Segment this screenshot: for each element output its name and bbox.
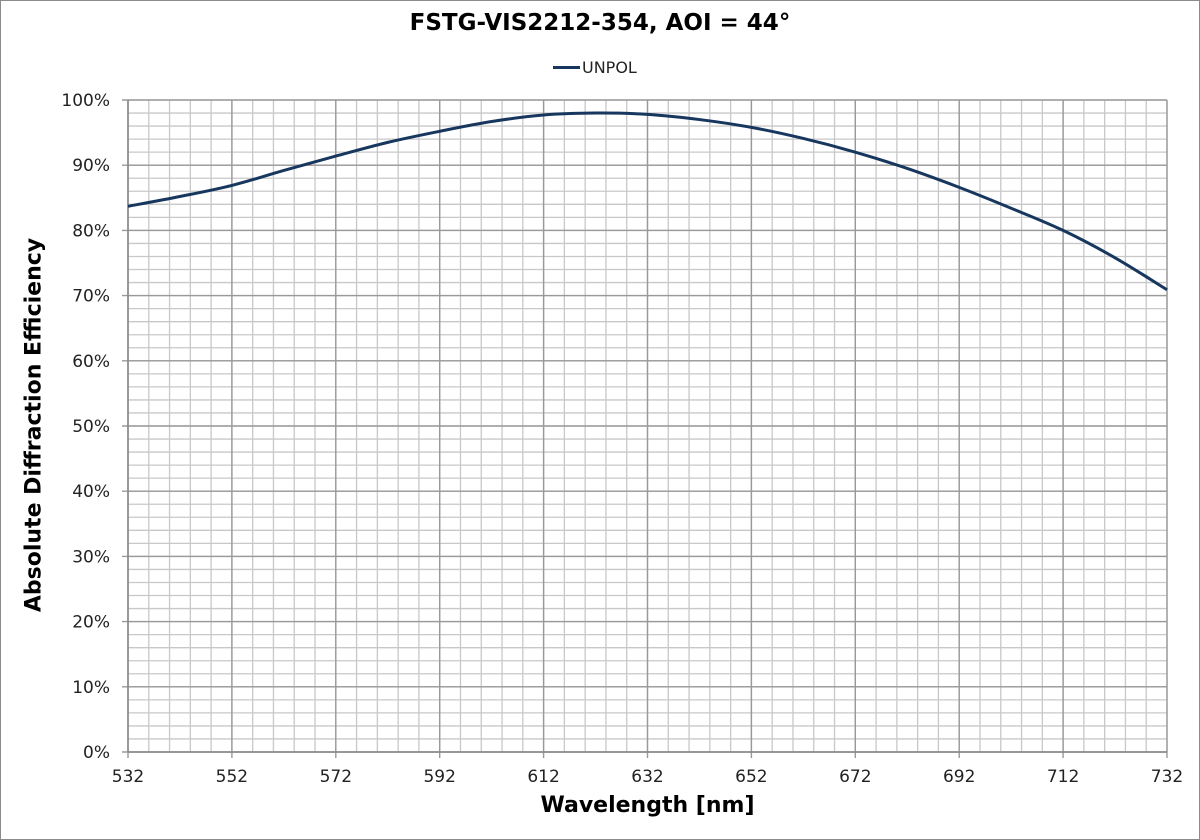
x-tick-label: 652 [735, 767, 767, 787]
legend-label-unpol: UNPOL [582, 58, 637, 77]
y-tick-label: 20% [72, 613, 110, 633]
x-tick-label: 712 [1047, 767, 1079, 787]
legend: UNPOL [553, 58, 637, 77]
x-tick-label: 592 [423, 767, 455, 787]
y-tick-label: 50% [72, 417, 110, 437]
x-tick-label: 572 [320, 767, 352, 787]
x-tick-label: 732 [1151, 767, 1183, 787]
y-tick-label: 90% [72, 156, 110, 176]
y-tick-label: 10% [72, 678, 110, 698]
x-tick-label: 532 [112, 767, 144, 787]
y-tick-label: 100% [61, 91, 110, 111]
chart-title: FSTG-VIS2212-354, AOI = 44° [409, 10, 791, 36]
x-tick-label: 612 [527, 767, 559, 787]
y-tick-label: 0% [83, 743, 110, 763]
x-axis-label: Wavelength [nm] [540, 793, 755, 818]
x-tick-label: 632 [631, 767, 663, 787]
x-tick-label: 552 [216, 767, 248, 787]
y-tick-label: 70% [72, 287, 110, 307]
x-tick-label: 672 [839, 767, 871, 787]
y-tick-label: 30% [72, 547, 110, 567]
y-tick-label: 60% [72, 352, 110, 372]
y-tick-label: 40% [72, 482, 110, 502]
y-tick-label: 80% [72, 221, 110, 241]
legend-swatch-unpol [553, 66, 580, 69]
series-line-unpol [127, 111, 1168, 292]
x-tick-label: 692 [943, 767, 975, 787]
